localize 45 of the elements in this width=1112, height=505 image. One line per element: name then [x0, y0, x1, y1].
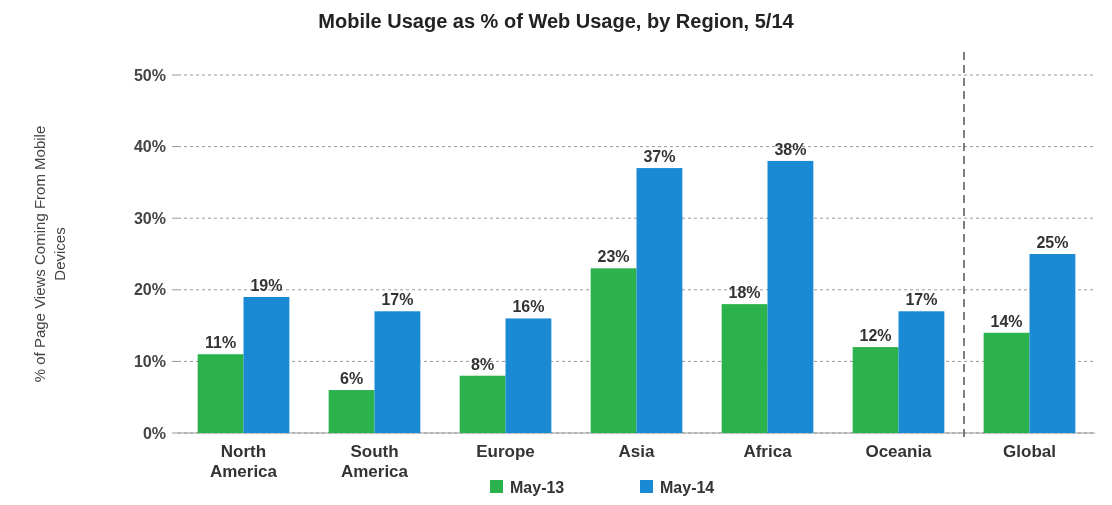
bar [328, 390, 375, 433]
bar [852, 347, 899, 433]
bar [767, 160, 814, 433]
legend-label: May-14 [660, 479, 715, 496]
data-label: 23% [597, 248, 630, 266]
bar [505, 318, 552, 433]
x-tick-label: Oceania [865, 442, 933, 461]
bar [1029, 254, 1076, 433]
bar [983, 332, 1030, 433]
data-label: 17% [905, 291, 938, 309]
bar [243, 296, 290, 433]
bar [636, 168, 683, 433]
chart-title: Mobile Usage as % of Web Usage, by Region, 5/14 [318, 10, 795, 32]
data-label: 37% [643, 148, 676, 166]
data-label: 25% [1036, 234, 1069, 251]
y-tick-label: 40% [133, 138, 166, 156]
bar [374, 311, 421, 433]
data-label: 14% [990, 312, 1023, 330]
data-label: 12% [859, 327, 892, 345]
bar [459, 375, 506, 433]
x-tick-label: Asia [618, 442, 655, 461]
x-tick-label: Europe [476, 442, 535, 461]
y-tick-label: 10% [133, 353, 166, 370]
y-tick-label: 0% [142, 424, 166, 442]
legend-label: May-13 [510, 479, 565, 496]
data-label: 19% [250, 276, 283, 294]
bar [721, 304, 768, 433]
y-axis-title: % of Page Views Coming From Mobile Devices [31, 125, 68, 383]
data-label: 11% [205, 334, 237, 352]
data-label: 16% [512, 298, 545, 316]
bar [590, 268, 637, 433]
x-tick-label: North America [209, 442, 278, 481]
bar [197, 354, 244, 433]
x-tick-label: Africa [743, 442, 793, 461]
x-tick-label: South America [340, 442, 409, 481]
y-tick-label: 20% [133, 281, 166, 299]
data-label: 38% [774, 140, 807, 158]
y-tick-label: 50% [133, 66, 166, 84]
data-label: 6% [340, 370, 364, 388]
data-label: 8% [471, 355, 495, 373]
bar [898, 311, 945, 433]
x-tick-label: Global [1003, 442, 1056, 461]
data-label: 17% [381, 291, 414, 309]
y-tick-label: 30% [133, 209, 166, 227]
data-label: 18% [728, 284, 761, 302]
